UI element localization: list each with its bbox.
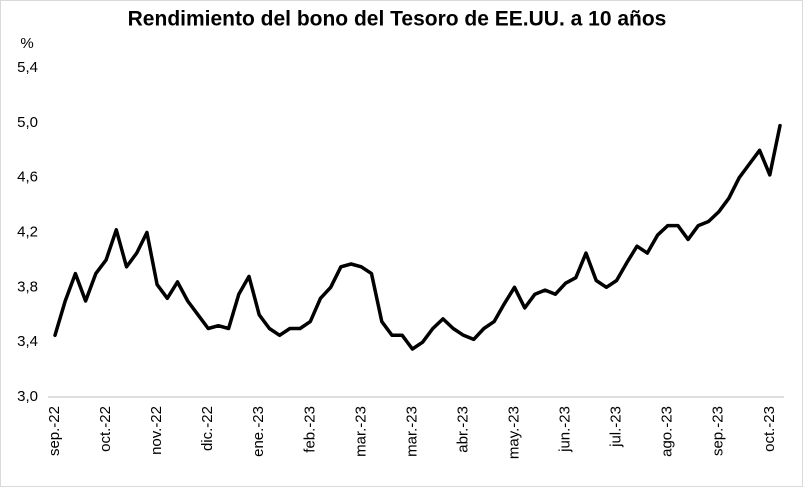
line-series — [53, 123, 782, 351]
y-tick-label: 3,4 — [17, 333, 38, 350]
y-tick-label: 5,0 — [17, 114, 38, 131]
y-tick-label: 3,8 — [17, 278, 38, 295]
x-tick-label: abr.-23 — [454, 406, 471, 453]
x-tick-label: ago.-23 — [659, 406, 676, 457]
x-tick-label: mar.-23 — [403, 406, 420, 457]
x-tick-label: dic.-22 — [199, 406, 216, 451]
x-tick-label: may.-23 — [505, 406, 522, 459]
y-axis-label: % — [20, 35, 33, 52]
x-tick-label: nov.-22 — [148, 406, 165, 455]
y-tick-label: 4,6 — [17, 169, 38, 186]
x-tick-label: sep.-23 — [710, 406, 727, 456]
x-tick-label: sep.-22 — [46, 406, 63, 456]
x-tick-label: jun.-23 — [557, 406, 574, 453]
x-tick-label: jul.-23 — [608, 406, 625, 448]
y-tick-label: 3,0 — [17, 388, 38, 405]
x-tick-label: oct.-22 — [97, 406, 114, 452]
x-tick-label: ene.-23 — [250, 406, 267, 457]
y-tick-label: 4,2 — [17, 223, 38, 240]
x-tick-label: oct.-23 — [761, 406, 778, 452]
x-tick-label: mar.-23 — [352, 406, 369, 457]
x-tick-label: feb.-23 — [301, 406, 318, 453]
chart-title: Rendimiento del bono del Tesoro de EE.UU… — [128, 8, 667, 31]
y-tick-label: 5,4 — [17, 59, 38, 76]
